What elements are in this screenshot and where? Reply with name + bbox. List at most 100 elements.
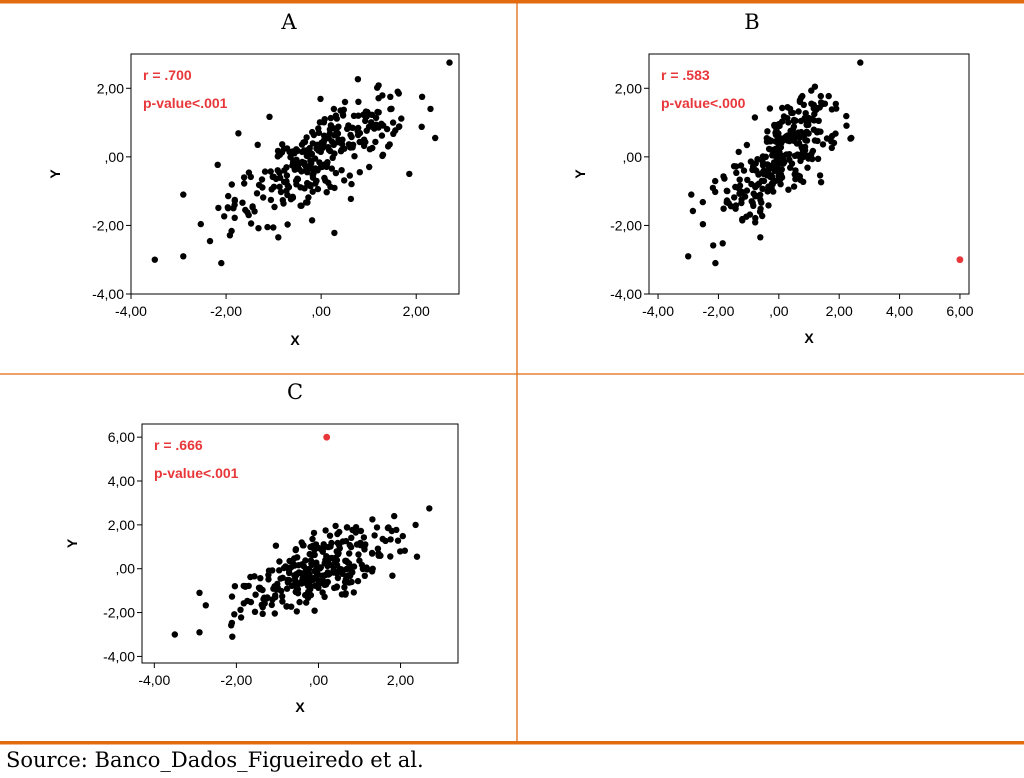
data-point	[803, 128, 810, 135]
data-point	[689, 207, 697, 215]
data-point	[196, 629, 203, 636]
data-point	[848, 134, 855, 142]
data-point	[312, 541, 320, 548]
data-point	[301, 159, 308, 166]
data-point	[784, 115, 791, 122]
data-point	[354, 76, 362, 83]
data-point	[318, 139, 325, 146]
data-point	[315, 125, 322, 132]
y-tick-label: ,00	[105, 149, 125, 165]
data-point	[322, 558, 329, 565]
data-point	[302, 166, 310, 174]
data-point	[731, 194, 738, 201]
data-point	[369, 565, 376, 572]
data-point	[284, 182, 291, 189]
data-point	[283, 164, 290, 171]
data-point	[795, 108, 802, 115]
data-point	[272, 592, 279, 599]
data-point	[371, 532, 378, 539]
data-point	[292, 546, 300, 553]
data-point	[358, 561, 366, 569]
data-point	[293, 608, 300, 615]
data-point	[360, 543, 367, 550]
data-point	[292, 578, 299, 586]
data-point	[406, 170, 413, 178]
x-tick-label: ,00	[309, 672, 329, 688]
data-point	[732, 163, 740, 170]
data-point	[180, 191, 187, 198]
data-point	[803, 152, 810, 159]
data-point	[795, 140, 803, 147]
data-point	[308, 217, 316, 224]
data-point	[332, 568, 339, 576]
data-point	[788, 160, 796, 167]
data-point	[797, 157, 804, 165]
y-tick-label: -2,00	[92, 217, 124, 233]
data-point	[391, 512, 398, 520]
data-point	[272, 542, 280, 549]
data-point	[345, 141, 353, 148]
data-point	[237, 606, 244, 613]
data-point	[346, 172, 353, 179]
data-point	[825, 92, 832, 100]
data-point	[264, 223, 271, 231]
data-point	[313, 145, 320, 152]
data-point	[751, 114, 759, 121]
data-point	[348, 534, 355, 541]
data-point	[362, 108, 370, 115]
data-point	[228, 181, 235, 188]
data-point	[334, 530, 341, 538]
data-point	[274, 167, 281, 174]
data-point	[765, 202, 772, 209]
data-point	[267, 196, 275, 204]
data-point	[341, 584, 348, 591]
data-point	[773, 166, 780, 174]
data-point	[752, 214, 759, 222]
data-point	[350, 563, 358, 570]
data-point	[379, 152, 386, 160]
data-point	[279, 141, 286, 148]
data-point	[309, 188, 316, 195]
data-point	[787, 127, 794, 135]
data-point	[268, 186, 275, 193]
x-tick-label: 2,00	[403, 303, 430, 319]
data-point	[311, 607, 318, 614]
data-point	[259, 610, 266, 617]
data-point	[279, 197, 286, 204]
data-point	[268, 601, 275, 609]
data-point	[224, 205, 232, 212]
data-point	[241, 180, 248, 187]
p-value-label: p-value<.000	[661, 95, 746, 111]
data-point	[394, 537, 402, 544]
source-caption: Source: Banco_Dados_Figueiredo et al.	[6, 748, 424, 772]
data-point	[817, 92, 824, 100]
data-point	[239, 199, 246, 206]
x-tick-label: 4,00	[886, 303, 913, 319]
data-point	[276, 183, 283, 190]
data-point	[326, 570, 333, 577]
data-point	[327, 543, 334, 550]
data-point	[307, 543, 314, 551]
x-tick-label: -2,00	[220, 672, 252, 688]
data-point	[777, 181, 784, 188]
data-point	[353, 541, 361, 548]
data-point	[743, 141, 751, 149]
data-point	[294, 147, 301, 154]
data-point	[776, 122, 783, 130]
data-point	[712, 188, 719, 196]
data-point	[741, 193, 749, 200]
x-tick-label: 2,00	[826, 303, 853, 319]
data-point	[372, 138, 379, 146]
data-point	[446, 59, 453, 66]
correlation-label: r = .700	[143, 67, 192, 83]
plot-area	[130, 53, 460, 295]
x-tick-label: -4,00	[138, 672, 170, 688]
data-point	[271, 203, 278, 211]
data-point	[793, 131, 800, 138]
data-point	[332, 169, 340, 177]
outlier-point	[323, 433, 331, 441]
data-point	[817, 179, 825, 186]
data-point	[366, 146, 374, 153]
data-point	[366, 163, 373, 171]
data-point	[761, 170, 769, 178]
